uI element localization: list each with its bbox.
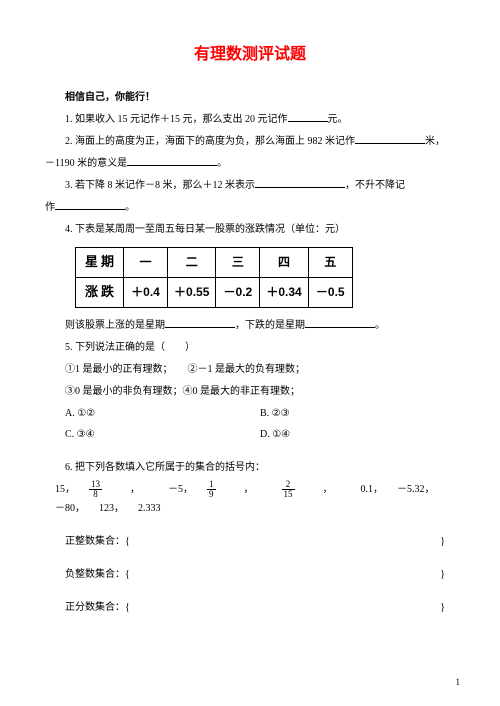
q5-statements-2: ③0 是最小的非负有理数；④0 是最大的非正有理数； — [45, 382, 455, 401]
q1-suffix: 元。 — [328, 114, 348, 125]
option-b: B. ②③ — [260, 404, 455, 423]
option-c: C. ③④ — [65, 425, 260, 444]
blank — [355, 133, 425, 144]
change-cell: ＋0.4 — [124, 278, 168, 308]
num: －80， — [55, 499, 85, 518]
header-cell: 涨跌 — [76, 278, 124, 308]
q2-prefix: 2. 海面上的高度为正，海面下的高度为负，那么海面上 982 米记作 — [65, 136, 355, 147]
num-frac: 215， — [282, 480, 347, 499]
set-close: } — [440, 565, 445, 584]
day-cell: 一 — [124, 248, 168, 278]
header-cell: 星期 — [76, 248, 124, 278]
frac-den: 9 — [207, 490, 216, 499]
q5-options: A. ①② B. ②③ C. ③④ D. ①④ — [65, 404, 455, 446]
table-row: 涨跌 ＋0.4 ＋0.55 －0.2 ＋0.34 －0.5 — [76, 278, 353, 308]
q2-suffix: 米， — [425, 136, 445, 147]
question-4-after: 则该股票上涨的是星期 ，下跌的是星期 。 — [45, 316, 455, 335]
comma: ， — [323, 484, 333, 495]
num: 123， — [99, 499, 124, 518]
num: 15， — [55, 480, 75, 499]
set-negative-int: 负整数集合：{ } — [65, 565, 455, 584]
set-close: } — [440, 532, 445, 551]
question-3: 3. 若下降 8 米记作－8 米，那么＋12 米表示 ，不升不降记 — [45, 176, 455, 195]
num-frac: 19， — [207, 480, 268, 499]
num-frac: 138， — [89, 480, 154, 499]
q5-s1: ①1 是最小的正有理数； — [65, 364, 173, 375]
day-cell: 三 — [216, 248, 260, 278]
q1-prefix: 1. 如果收入 15 元记作＋15 元，那么支出 20 元记作 — [65, 114, 288, 125]
set-positive-frac: 正分数集合：{ } — [65, 598, 455, 617]
set-label: 正整数集合：{ — [65, 532, 130, 551]
num: 2.333 — [138, 499, 161, 518]
question-6-text: 6. 把下列各数填入它所属于的集合的括号内： — [45, 458, 455, 477]
q6-numbers: 15， 138， －5， 19， 215， 0.1， －5.32， －80， 1… — [55, 480, 455, 518]
q3-prefix: 3. 若下降 8 米记作－8 米，那么＋12 米表示 — [65, 180, 255, 191]
q5-statements-1: ①1 是最小的正有理数； ②－1 是最大的负有理数； — [45, 360, 455, 379]
num: 0.1， — [361, 480, 384, 499]
q5-s4: ④0 是最大的非正有理数； — [183, 386, 301, 397]
question-5-text: 5. 下列说法正确的是（ ） — [45, 338, 455, 357]
page-title: 有理数测评试题 — [45, 40, 455, 70]
blank — [165, 317, 235, 328]
page-number: 1 — [456, 674, 461, 691]
change-cell: ＋0.34 — [260, 278, 308, 308]
day-cell: 五 — [308, 248, 352, 278]
num: －5， — [168, 480, 193, 499]
q2-line2a: －1190 米的意义是 — [45, 158, 127, 169]
q5-s2: ②－1 是最大的负有理数； — [188, 364, 306, 375]
question-2: 2. 海面上的高度为正，海面下的高度为负，那么海面上 982 米记作 米， — [45, 132, 455, 151]
q4-after-a: 则该股票上涨的是星期 — [65, 320, 165, 331]
question-2-line2: －1190 米的意义是 。 — [45, 154, 455, 173]
encourage-text: 相信自己，你能行！ — [45, 88, 455, 107]
change-cell: ＋0.55 — [168, 278, 216, 308]
set-label: 正分数集合：{ — [65, 598, 130, 617]
num: －5.32， — [397, 480, 435, 499]
set-positive-int: 正整数集合：{ } — [65, 532, 455, 551]
q2-line2b: 。 — [217, 158, 227, 169]
comma: ， — [244, 484, 254, 495]
q3-line2b: 。 — [125, 202, 135, 213]
blank — [305, 317, 375, 328]
question-1: 1. 如果收入 15 元记作＋15 元，那么支出 20 元记作 元。 — [45, 110, 455, 129]
frac-den: 15 — [282, 490, 295, 499]
question-4-text: 4. 下表是某周周一至周五每日某一股票的涨跌情况（单位：元） — [45, 220, 455, 239]
blank — [288, 111, 328, 122]
blank — [255, 177, 345, 188]
comma: ， — [130, 484, 140, 495]
frac-den: 8 — [89, 490, 102, 499]
day-cell: 四 — [260, 248, 308, 278]
q4-after-b: ，下跌的是星期 — [235, 320, 305, 331]
change-cell: －0.5 — [308, 278, 352, 308]
q3-line2a: 作 — [45, 202, 55, 213]
q3-suffix: ，不升不降记 — [345, 180, 405, 191]
change-cell: －0.2 — [216, 278, 260, 308]
option-a: A. ①② — [65, 404, 260, 423]
question-3-line2: 作。 — [45, 198, 455, 217]
blank — [55, 199, 125, 210]
stock-table: 星期 一 二 三 四 五 涨跌 ＋0.4 ＋0.55 －0.2 ＋0.34 －0… — [75, 247, 353, 307]
day-cell: 二 — [168, 248, 216, 278]
set-close: } — [440, 598, 445, 617]
option-d: D. ①④ — [260, 425, 455, 444]
set-label: 负整数集合：{ — [65, 565, 130, 584]
table-row: 星期 一 二 三 四 五 — [76, 248, 353, 278]
q5-s3: ③0 是最小的非负有理数； — [65, 386, 183, 397]
q4-after-c: 。 — [375, 320, 385, 331]
blank — [127, 155, 217, 166]
